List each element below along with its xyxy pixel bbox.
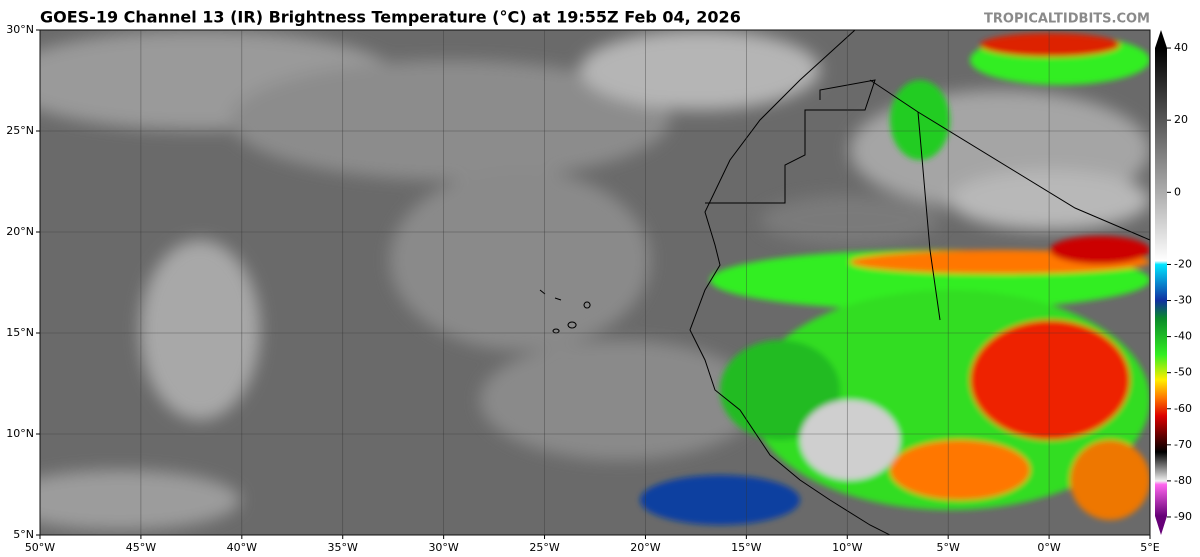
colorbar-tick-label: 0 xyxy=(1174,185,1181,198)
x-tick-label: 0°W xyxy=(1037,541,1060,554)
y-tick-label: 15°N xyxy=(6,326,34,339)
y-tick-label: 10°N xyxy=(6,427,34,440)
colorbar-tick-label: -70 xyxy=(1174,438,1192,451)
colorbar-tick-label: -40 xyxy=(1174,330,1192,343)
colorbar-tick-label: -90 xyxy=(1174,510,1192,523)
colorbar-tick-label: -80 xyxy=(1174,474,1192,487)
map-title: GOES-19 Channel 13 (IR) Brightness Tempe… xyxy=(40,8,741,27)
satellite-image xyxy=(40,30,1150,535)
y-tick-label: 5°N xyxy=(13,528,34,541)
source-label: TROPICALTIDBITS.COM xyxy=(984,12,1150,27)
colorbar-extend-top xyxy=(1155,30,1167,48)
x-tick-label: 30°W xyxy=(428,541,458,554)
colorbar-tick-label: -20 xyxy=(1174,257,1192,270)
y-tick-label: 25°N xyxy=(6,124,34,137)
colorbar-tick-label: -60 xyxy=(1174,402,1192,415)
x-tick-label: 15°W xyxy=(731,541,761,554)
x-tick-label: 50°W xyxy=(25,541,55,554)
y-tick-label: 30°N xyxy=(6,23,34,36)
x-tick-label: 5°W xyxy=(936,541,959,554)
colorbar-tick-label: -50 xyxy=(1174,366,1192,379)
x-tick-label: 40°W xyxy=(227,541,257,554)
colorbar-tick-label: 20 xyxy=(1174,113,1188,126)
y-tick-label: 20°N xyxy=(6,225,34,238)
colorbar xyxy=(1155,48,1167,516)
coastlines xyxy=(539,30,1150,535)
colorbar-tick-label: -30 xyxy=(1174,294,1192,307)
x-tick-label: 25°W xyxy=(529,541,559,554)
colorbar-tick-label: 40 xyxy=(1174,41,1188,54)
x-tick-label: 5°E xyxy=(1140,541,1159,554)
colorbar-extend-bottom xyxy=(1155,516,1167,535)
x-tick-label: 45°W xyxy=(126,541,156,554)
x-tick-label: 35°W xyxy=(328,541,358,554)
x-tick-label: 10°W xyxy=(832,541,862,554)
x-tick-label: 20°W xyxy=(630,541,660,554)
